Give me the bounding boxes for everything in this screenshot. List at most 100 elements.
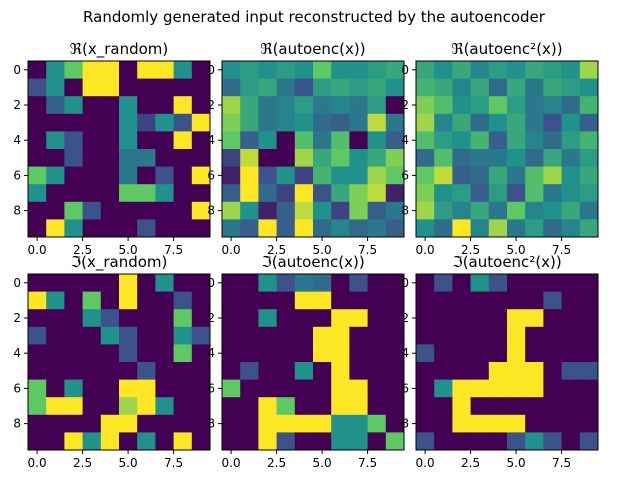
heatmap-cell bbox=[28, 131, 47, 150]
heatmap-cell bbox=[222, 219, 241, 238]
heatmap-cell bbox=[64, 309, 84, 328]
heatmap-cell bbox=[525, 78, 544, 97]
heatmap-cell bbox=[64, 201, 84, 220]
heatmap-cell bbox=[137, 397, 156, 416]
heatmap-cell bbox=[119, 78, 138, 97]
heatmap-cell bbox=[525, 184, 544, 203]
heatmap-cell bbox=[470, 362, 490, 381]
heatmap-cell bbox=[349, 432, 369, 451]
heatmap-cell bbox=[561, 219, 581, 238]
y-tick-label: 8 bbox=[13, 204, 21, 218]
heatmap-cell bbox=[313, 219, 332, 238]
heatmap-cell bbox=[385, 309, 405, 328]
heatmap-cell bbox=[100, 397, 120, 416]
heatmap-cell bbox=[349, 309, 369, 328]
heatmap-cell bbox=[331, 78, 350, 97]
heatmap-cell bbox=[434, 113, 453, 132]
heatmap-cell bbox=[276, 326, 296, 345]
heatmap-cell bbox=[470, 397, 490, 416]
heatmap-cell bbox=[100, 131, 120, 150]
heatmap-cell bbox=[191, 326, 211, 345]
heatmap-cell bbox=[561, 78, 581, 97]
heatmap-cell bbox=[349, 184, 369, 203]
heatmap-cell bbox=[240, 414, 259, 433]
heatmap-cell bbox=[488, 96, 508, 115]
heatmap-cell bbox=[82, 414, 102, 433]
heatmap-cell bbox=[100, 184, 120, 203]
heatmap-cell bbox=[240, 274, 259, 293]
heatmap-cell bbox=[276, 274, 296, 293]
heatmap-cell bbox=[434, 291, 453, 310]
heatmap-cell bbox=[434, 131, 453, 150]
heatmap-cell bbox=[155, 274, 175, 293]
heatmap-cell bbox=[385, 432, 405, 451]
heatmap-cell bbox=[276, 379, 296, 398]
heatmap-cell bbox=[155, 362, 175, 381]
heatmap-cell bbox=[331, 201, 350, 220]
heatmap-cell bbox=[367, 379, 387, 398]
heatmap-cell bbox=[137, 414, 156, 433]
heatmap-cell bbox=[561, 149, 581, 168]
heatmap-cell bbox=[385, 96, 405, 115]
heatmap-cell bbox=[191, 149, 211, 168]
heatmap-cell bbox=[488, 78, 508, 97]
heatmap-cell bbox=[100, 201, 120, 220]
heatmap-cell bbox=[294, 166, 314, 185]
heatmap-cell bbox=[276, 309, 296, 328]
heatmap-cell bbox=[367, 166, 387, 185]
y-tick-label: 2 bbox=[13, 311, 21, 325]
heatmap-cell bbox=[452, 432, 472, 451]
heatmap-cell bbox=[28, 397, 47, 416]
heatmap-cell bbox=[416, 432, 435, 451]
heatmap-cell bbox=[579, 219, 599, 238]
heatmap-cell bbox=[543, 362, 563, 381]
heatmap-cell bbox=[173, 61, 193, 80]
heatmap-cell bbox=[191, 432, 211, 451]
heatmap-panel: ℑ(autoenc²(x)) 0 2 4 6 8 0.0 2.5 5.0 7.5 bbox=[401, 253, 599, 470]
heatmap-cell bbox=[488, 274, 508, 293]
heatmap-cell bbox=[579, 326, 599, 345]
heatmap-cell bbox=[385, 326, 405, 345]
heatmap-cell bbox=[434, 166, 453, 185]
heatmap-cell bbox=[173, 78, 193, 97]
heatmap-cell bbox=[416, 113, 435, 132]
axes-frame bbox=[415, 60, 599, 238]
heatmap-cell bbox=[258, 96, 278, 115]
y-tick-label: 8 bbox=[207, 204, 215, 218]
heatmap-cell bbox=[240, 344, 259, 363]
heatmap-cell bbox=[64, 184, 84, 203]
heatmap-cell bbox=[294, 326, 314, 345]
heatmap-cell bbox=[137, 166, 156, 185]
heatmap-cell bbox=[294, 291, 314, 310]
heatmap-cell bbox=[258, 344, 278, 363]
heatmap-cell bbox=[561, 309, 581, 328]
x-tick-label: 2.5 bbox=[461, 456, 480, 470]
heatmap-cell bbox=[434, 61, 453, 80]
heatmap-cell bbox=[276, 78, 296, 97]
heatmap-cell bbox=[385, 397, 405, 416]
heatmap-panel: ℑ(x_random) 0 2 4 6 8 0.0 2.5 5.0 7.5 bbox=[13, 253, 211, 470]
heatmap-cell bbox=[119, 274, 138, 293]
heatmap-cell bbox=[173, 166, 193, 185]
heatmap-cell bbox=[258, 291, 278, 310]
x-tick-label: 5.0 bbox=[313, 456, 332, 470]
heatmap-cell bbox=[155, 184, 175, 203]
heatmap-cell bbox=[173, 432, 193, 451]
heatmap-cell bbox=[276, 344, 296, 363]
heatmap-cell bbox=[488, 309, 508, 328]
heatmap-cell bbox=[276, 201, 296, 220]
heatmap-cell bbox=[258, 362, 278, 381]
heatmap-cell bbox=[240, 61, 259, 80]
heatmap-cell bbox=[331, 113, 350, 132]
heatmap-cell bbox=[137, 149, 156, 168]
heatmap-cell bbox=[452, 131, 472, 150]
x-tick-label: 2.5 bbox=[73, 243, 92, 257]
heatmap-cell bbox=[64, 397, 84, 416]
heatmap-cell bbox=[240, 432, 259, 451]
heatmap-cell bbox=[507, 362, 526, 381]
heatmap-cell bbox=[313, 432, 332, 451]
heatmap-cell bbox=[507, 184, 526, 203]
heatmap-cell bbox=[543, 432, 563, 451]
heatmap-cell bbox=[434, 414, 453, 433]
y-tick-label: 8 bbox=[401, 204, 409, 218]
